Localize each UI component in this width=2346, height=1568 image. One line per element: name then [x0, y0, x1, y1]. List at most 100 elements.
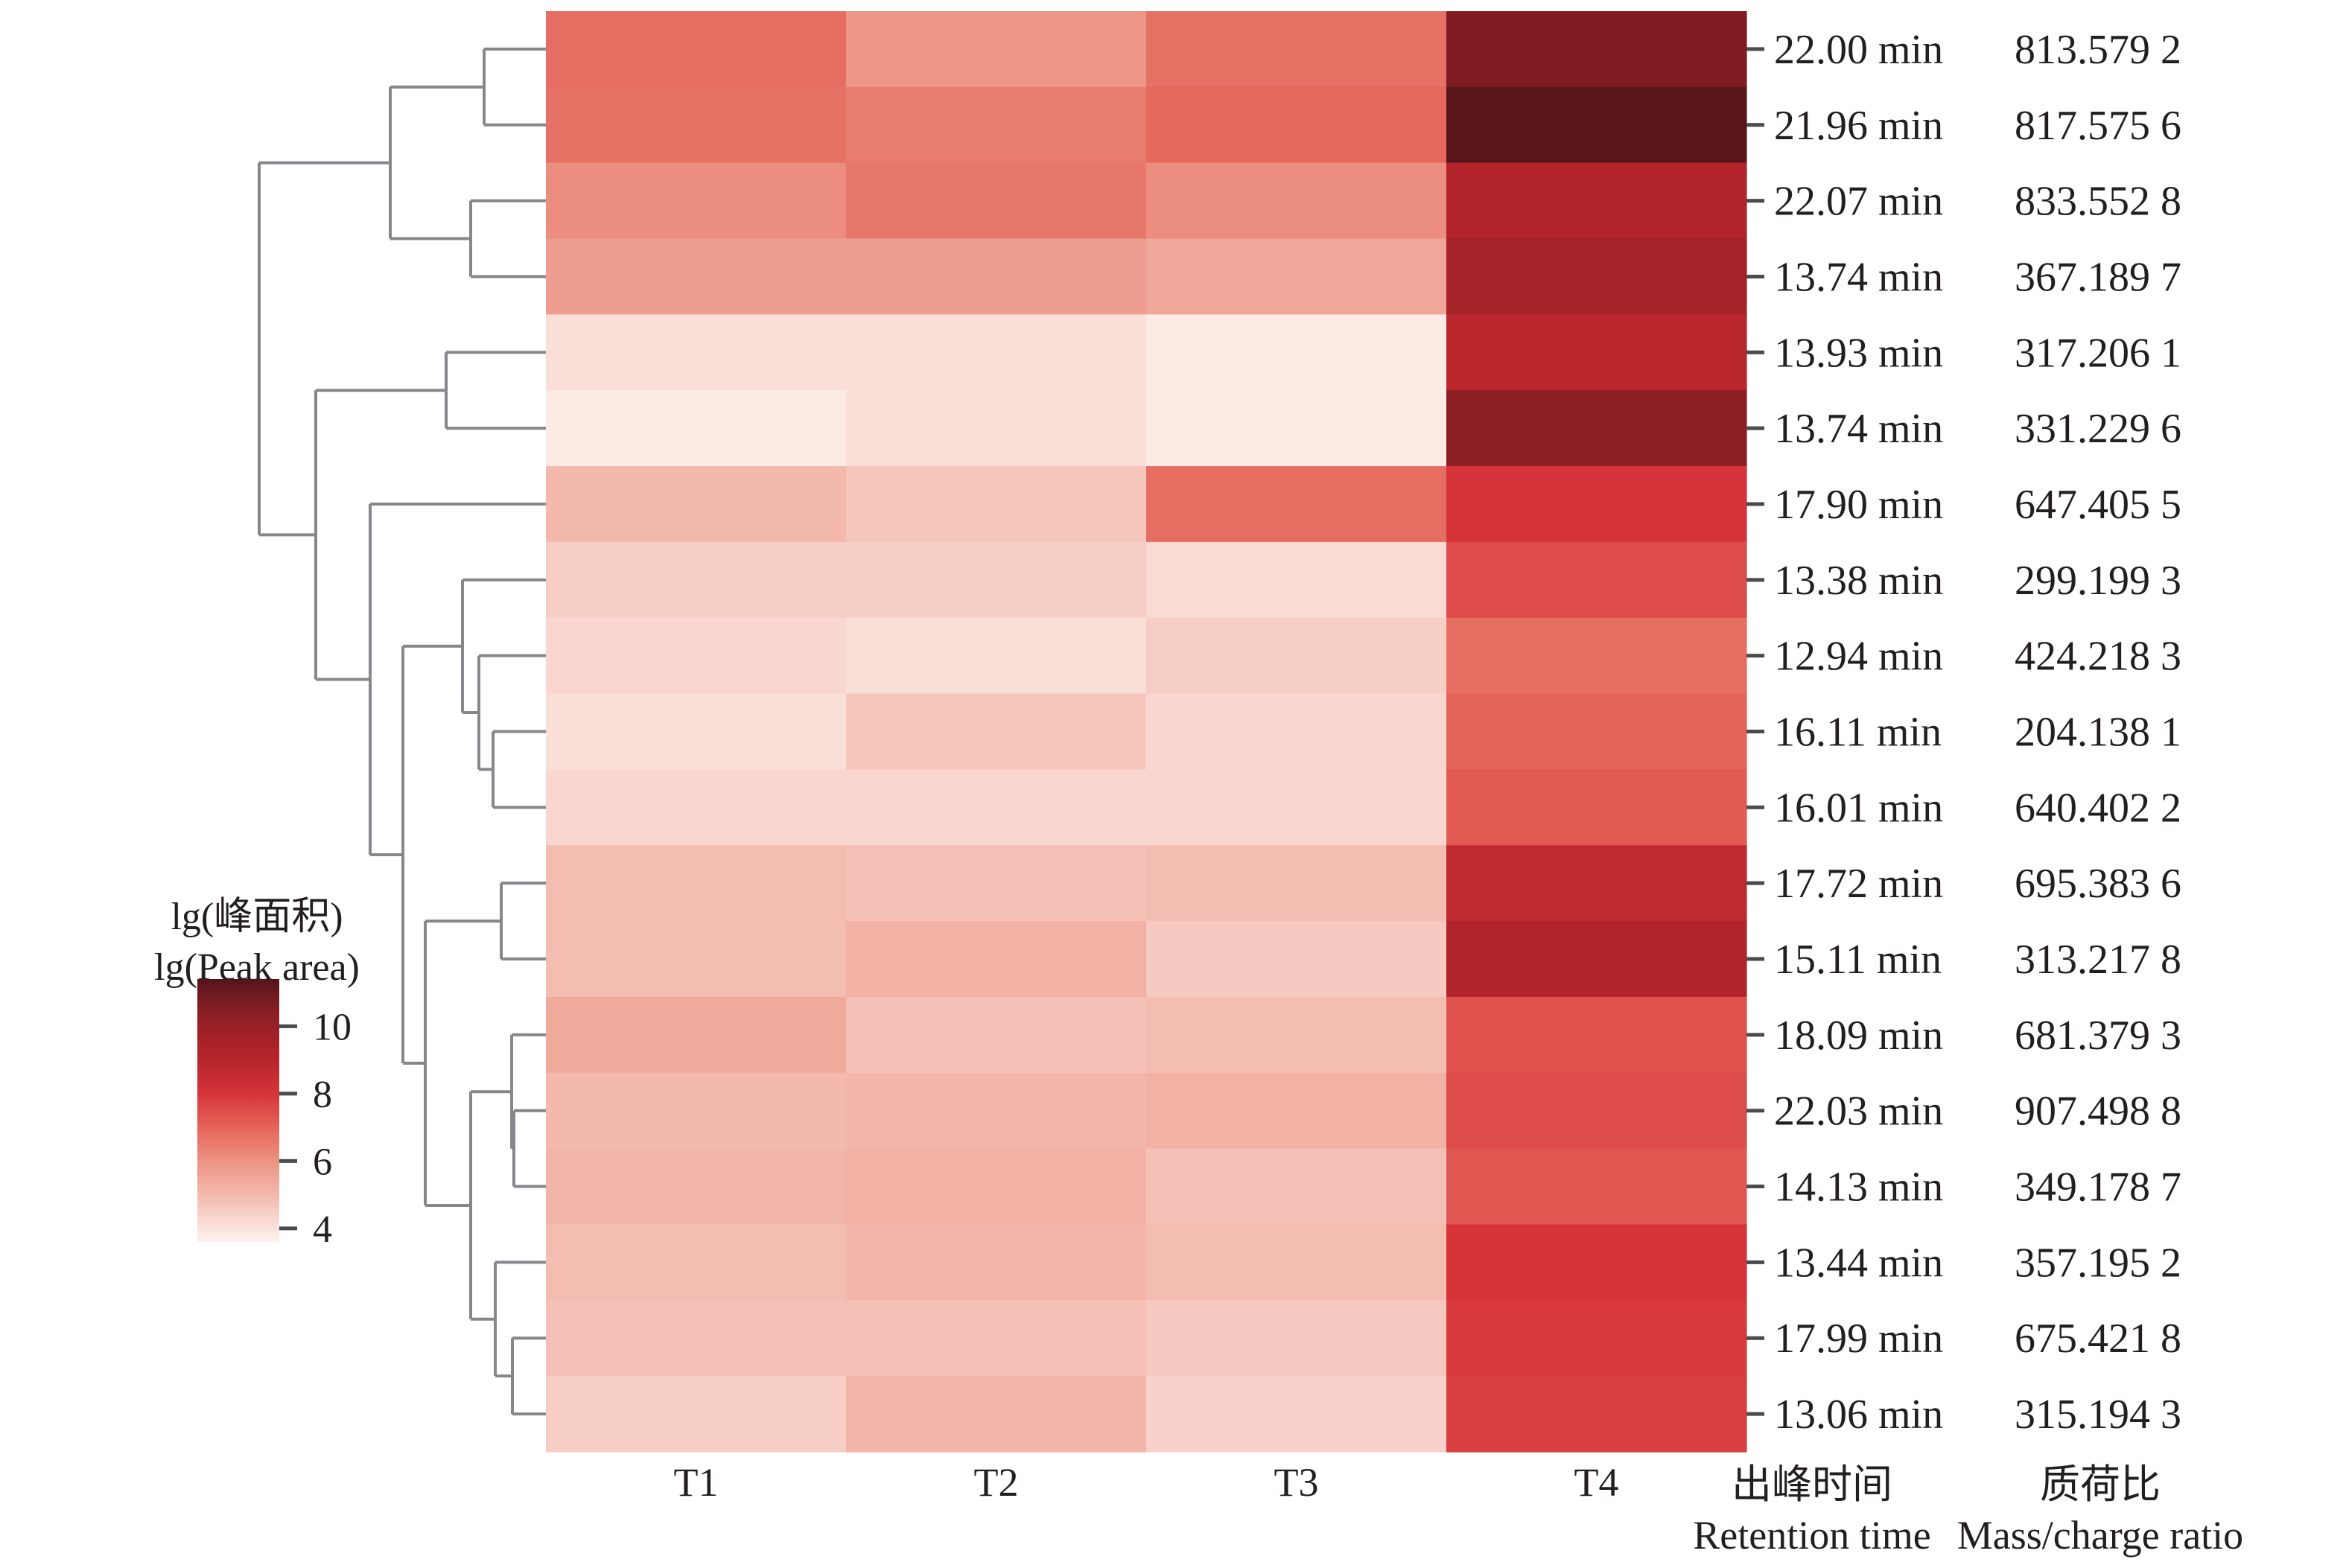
heatmap-cell [546, 769, 847, 846]
heatmap-cells [546, 11, 1747, 1453]
heatmap-cell [1146, 1376, 1447, 1453]
heatmap-cell [846, 1148, 1147, 1225]
heatmap-cell [1446, 921, 1747, 998]
heatmap-cell [1146, 1300, 1447, 1377]
heatmap-cell [846, 314, 1147, 391]
heatmap-cell [846, 617, 1147, 695]
heatmap-cell [846, 390, 1147, 467]
heatmap-cell [546, 162, 847, 240]
retention-time-label: 15.11 min [1774, 937, 1942, 983]
mz-label: 817.575 6 [2015, 103, 2181, 149]
heatmap-cell [546, 1376, 847, 1453]
heatmap-cell [546, 1148, 847, 1225]
mz-label: 367.189 7 [2015, 254, 2181, 300]
retention-time-label: 13.74 min [1774, 406, 1943, 452]
retention-time-title-en: Retention time [1693, 1513, 1930, 1558]
retention-time-label: 21.96 min [1774, 103, 1943, 149]
heatmap-cell [546, 693, 847, 770]
heatmap-cell [1446, 617, 1747, 695]
mz-label: 695.383 6 [2015, 861, 2181, 907]
retention-time-title-cn: 出峰时间 [1732, 1462, 1892, 1507]
heatmap-cell [1446, 541, 1747, 619]
retention-time-label: 12.94 min [1774, 634, 1943, 680]
heatmap-cell [1446, 390, 1747, 467]
retention-time-label: 16.01 min [1774, 785, 1943, 831]
retention-time-label: 14.13 min [1774, 1164, 1943, 1211]
heatmap-cell [1146, 11, 1447, 88]
heatmap-cell [1146, 162, 1447, 240]
colorbar-tick-label: 6 [313, 1141, 332, 1183]
heatmap-cell [1446, 162, 1747, 240]
heatmap-cell [546, 1300, 847, 1377]
heatmap-cell [1146, 1072, 1447, 1150]
heatmap-cell [1446, 1224, 1747, 1301]
heatmap-cell [846, 1300, 1147, 1377]
heatmap-cell [546, 11, 847, 88]
column-label: T3 [1274, 1460, 1319, 1505]
heatmap-cell [846, 238, 1147, 315]
colorbar-tick-label: 4 [313, 1208, 332, 1251]
mz-label: 349.178 7 [2015, 1164, 2181, 1211]
retention-time-label: 18.09 min [1774, 1013, 1943, 1059]
column-label: T2 [974, 1460, 1019, 1505]
retention-time-label: 17.72 min [1774, 861, 1943, 907]
heatmap-cell [846, 86, 1147, 164]
retention-time-label: 22.03 min [1774, 1089, 1943, 1135]
heatmap-cell [1446, 314, 1747, 391]
heatmap-cell [1446, 845, 1747, 922]
mz-title-cn: 质荷比 [2040, 1462, 2161, 1507]
heatmap-cell [1146, 1224, 1447, 1301]
mz-label: 357.195 2 [2015, 1240, 2181, 1286]
heatmap-cell [1146, 996, 1447, 1074]
heatmap-cell [1446, 1072, 1747, 1150]
retention-time-label: 22.07 min [1774, 179, 1943, 225]
heatmap-cell [1146, 238, 1447, 315]
mz-label: 313.217 8 [2015, 937, 2181, 983]
heatmap-cell [546, 1072, 847, 1150]
heatmap-cell [846, 921, 1147, 998]
mz-label: 424.218 3 [2015, 634, 2181, 680]
heatmap-cell [1146, 617, 1447, 695]
heatmap-cell [846, 11, 1147, 88]
mz-label: 833.552 8 [2015, 179, 2181, 225]
retention-time-label: 13.38 min [1774, 558, 1943, 604]
heatmap-cell [846, 693, 1147, 770]
heatmap-cell [546, 996, 847, 1074]
heatmap-cell [1446, 1300, 1747, 1377]
column-labels: T1 T2 T3 T4 [674, 1460, 1619, 1505]
heatmap-cell [546, 845, 847, 922]
heatmap-cell [1446, 769, 1747, 846]
heatmap-cell [546, 541, 847, 619]
heatmap-cell [1146, 314, 1447, 391]
colorbar-tick-label: 10 [313, 1006, 352, 1048]
mz-label: 315.194 3 [2015, 1392, 2181, 1438]
heatmap-cell [546, 314, 847, 391]
colorbar-ticks: 10 8 6 4 [279, 1006, 352, 1251]
heatmap-cell [1146, 921, 1447, 998]
retention-time-label: 17.90 min [1774, 482, 1943, 528]
mz-label: 675.421 8 [2015, 1316, 2181, 1362]
heatmap-cell [546, 466, 847, 543]
retention-time-label: 13.06 min [1774, 1392, 1943, 1438]
mz-label: 331.229 6 [2015, 406, 2181, 452]
colorbar-gradient [197, 979, 279, 1242]
heatmap-cell [1446, 466, 1747, 543]
retention-time-label: 16.11 min [1774, 710, 1942, 756]
row-labels: 22.00 min 813.579 2 21.96 min 817.575 6 22.0… [1774, 27, 2181, 1438]
row-dendrogram [258, 47, 546, 1416]
retention-time-label: 13.44 min [1774, 1240, 1943, 1286]
heatmap-cell [546, 617, 847, 695]
heatmap-cell [1146, 769, 1447, 846]
retention-time-label: 22.00 min [1774, 27, 1943, 73]
row-tick-marks [1746, 47, 1764, 1416]
heatmap-cell [846, 1376, 1147, 1453]
column-label: T4 [1574, 1460, 1619, 1505]
mz-label: 813.579 2 [2015, 27, 2181, 73]
heatmap-cell [1446, 86, 1747, 164]
mz-title-en: Mass/charge ratio [1957, 1513, 2243, 1558]
retention-time-label: 13.93 min [1774, 330, 1943, 376]
heatmap-cell [546, 238, 847, 315]
mz-label: 317.206 1 [2015, 330, 2181, 376]
